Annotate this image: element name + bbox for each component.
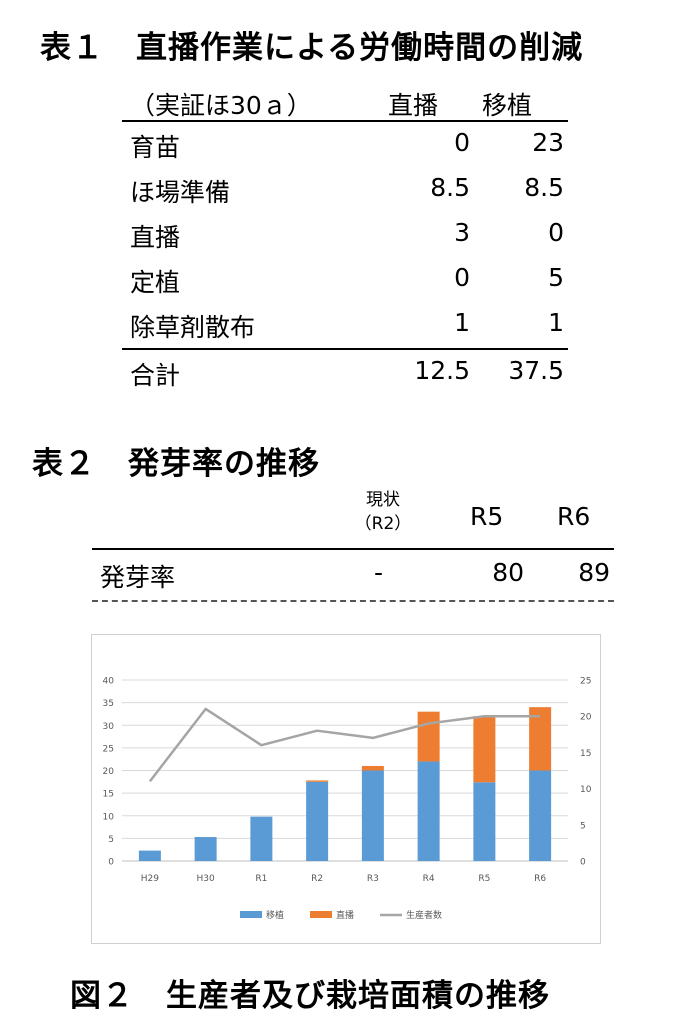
bar-transplant xyxy=(529,770,552,861)
y2-tick-label: 10 xyxy=(580,785,592,795)
bar-transplant xyxy=(361,770,384,861)
bar-direct xyxy=(417,711,440,762)
bar-transplant xyxy=(194,837,217,861)
y-tick-label: 15 xyxy=(103,790,114,800)
row-label: 発芽率 xyxy=(100,563,176,592)
bar-transplant xyxy=(417,761,440,861)
figure-caption: 図２ 生産者及び栽培面積の推移 xyxy=(70,978,550,1014)
row-transplant: 8.5 xyxy=(524,173,564,202)
y-tick-label: 20 xyxy=(103,767,115,777)
total-label: 合計 xyxy=(130,361,181,390)
y2-tick-label: 0 xyxy=(580,858,586,868)
x-tick-label: R2 xyxy=(311,874,323,884)
table1-col-transplant: 移植 xyxy=(482,91,533,120)
legend-label: 生産者数 xyxy=(406,909,442,921)
bar-transplant xyxy=(306,781,329,861)
table2-col-current-line2: （R2） xyxy=(354,514,412,534)
table1-col-direct: 直播 xyxy=(388,91,439,120)
y-tick-label: 10 xyxy=(103,812,115,822)
row-label: 直播 xyxy=(130,223,181,252)
total-transplant: 37.5 xyxy=(508,356,564,385)
y-tick-label: 35 xyxy=(103,699,114,709)
bar-direct xyxy=(529,707,552,771)
chart-frame: 0 5 10 15 20 25 30 35 40 0 5 10 15 20 25 H29 H30 R1 R2 R3 R4… xyxy=(91,634,601,944)
table1-total-rule xyxy=(122,348,568,350)
bar-direct xyxy=(306,780,329,782)
table2-col-r5: R5 xyxy=(470,502,504,531)
x-tick-label: H29 xyxy=(141,874,159,884)
legend-label: 移植 xyxy=(266,909,284,921)
stacked-bar-line-chart: 0 5 10 15 20 25 30 35 40 0 5 10 15 20 25 H29 H30 R1 R2 R3 R4… xyxy=(103,677,592,922)
producers-line xyxy=(148,707,541,783)
table2-top-rule xyxy=(92,548,614,550)
row-direct: 3 xyxy=(454,218,470,247)
total-direct: 12.5 xyxy=(414,356,470,385)
row-transplant: 0 xyxy=(548,218,564,247)
row-r5: 80 xyxy=(492,558,524,587)
row-direct: 1 xyxy=(454,308,470,337)
table2-col-current-line1: 現状 xyxy=(366,490,400,510)
y-tick-label: 30 xyxy=(103,722,115,732)
row-direct: 0 xyxy=(454,128,470,157)
table1-unit-label: （実証ほ30ａ） xyxy=(130,91,312,120)
bar-transplant xyxy=(138,850,161,861)
row-current: - xyxy=(374,558,384,587)
table2-col-r6: R6 xyxy=(557,502,591,531)
table1-top-rule xyxy=(122,120,568,122)
row-label: 育苗 xyxy=(130,133,181,162)
bar-transplant xyxy=(473,782,496,861)
row-direct: 8.5 xyxy=(430,173,470,202)
row-r6: 89 xyxy=(578,558,610,587)
y2-tick-label: 15 xyxy=(580,749,591,759)
legend-swatch xyxy=(310,911,332,918)
table2-bottom-rule xyxy=(92,600,614,602)
x-tick-label: R3 xyxy=(367,874,379,884)
x-tick-label: R6 xyxy=(534,874,546,884)
row-transplant: 23 xyxy=(532,128,564,157)
y2-tick-label: 20 xyxy=(580,713,592,723)
bar-transplant xyxy=(250,816,273,861)
table2-title: 表２ 発芽率の推移 xyxy=(32,446,320,482)
y-tick-label: 40 xyxy=(103,677,115,687)
x-tick-label: R1 xyxy=(255,874,267,884)
bar-direct xyxy=(361,765,384,771)
row-direct: 0 xyxy=(454,263,470,292)
bar-direct xyxy=(473,716,496,783)
y-tick-label: 5 xyxy=(108,835,114,845)
table2-col-current: 現状 （R2） xyxy=(338,488,428,536)
x-tick-label: R4 xyxy=(423,874,435,884)
row-transplant: 5 xyxy=(548,263,564,292)
y-tick-label: 25 xyxy=(103,744,114,754)
x-tick-label: H30 xyxy=(197,874,215,884)
row-label: 定植 xyxy=(130,268,181,297)
y2-tick-label: 25 xyxy=(580,677,591,687)
legend-swatch xyxy=(240,911,262,918)
legend-label: 直播 xyxy=(336,909,354,921)
row-label: 除草剤散布 xyxy=(130,313,256,342)
x-tick-label: R5 xyxy=(478,874,490,884)
y-tick-label: 0 xyxy=(108,858,114,868)
y2-tick-label: 5 xyxy=(580,821,586,831)
table1-title: 表１ 直播作業による労働時間の削減 xyxy=(40,30,584,66)
row-label: ほ場準備 xyxy=(130,178,231,207)
row-transplant: 1 xyxy=(548,308,564,337)
